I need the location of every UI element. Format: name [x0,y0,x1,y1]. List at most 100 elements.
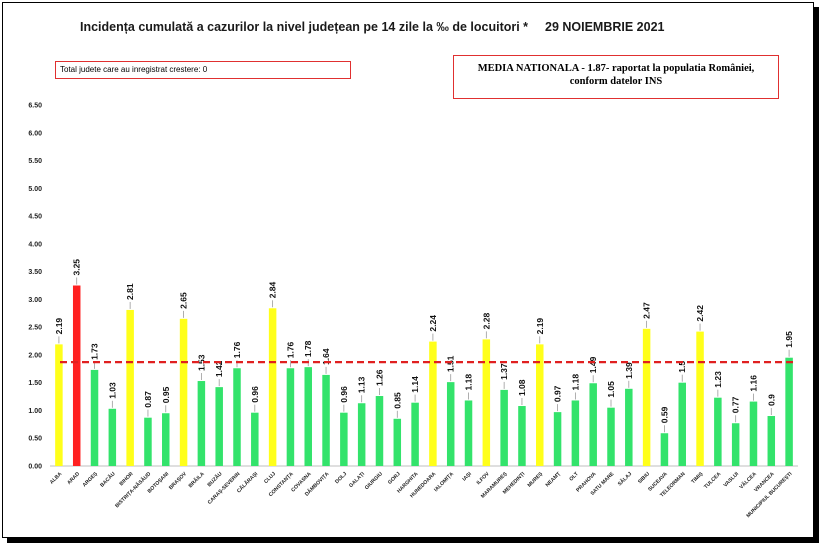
data-label: 1.73 [90,343,100,360]
data-label: 2.28 [481,313,491,330]
data-label: 1.18 [464,374,474,391]
bar [731,423,740,466]
bar [571,400,580,466]
category-label: ARGEȘ [82,471,100,489]
data-label: 0.87 [143,391,153,408]
bar [393,418,402,466]
category-label: TIMIȘ [690,471,704,485]
bar [215,387,223,466]
y-tick-label: 4.00 [28,241,42,248]
bar [660,433,669,466]
bar [322,374,330,466]
category-label: NEAMȚ [545,471,563,489]
data-label: 1.26 [374,369,384,386]
bar [375,396,384,466]
bar [72,285,81,466]
data-label: 3.25 [72,259,82,276]
bar [589,383,597,466]
y-tick-label: 2.50 [28,325,42,332]
data-label: 2.19 [54,318,64,335]
data-label: 1.53 [196,354,206,371]
y-tick-label: 3.50 [28,269,42,276]
bar [411,402,419,466]
category-label: IALOMIȚA [433,471,455,493]
category-label: BUZĂU [206,470,224,488]
bar [90,369,99,466]
data-label: 2.42 [695,305,705,322]
category-label: SĂLAJ [616,470,633,487]
data-label: 1.18 [570,374,580,391]
bar [55,344,63,466]
bar [696,331,704,466]
category-label: DOLJ [334,471,348,485]
category-label: ALBA [49,471,64,486]
data-label: 0.9 [766,394,776,406]
data-label: 0.59 [659,406,669,423]
bar [251,412,259,466]
data-label: 0.95 [161,386,171,403]
bar [749,401,758,466]
bar [197,381,206,466]
data-label: 2.24 [428,315,438,332]
bar [642,328,651,466]
category-label: GIURGIU [364,471,384,491]
y-tick-label: 3.00 [28,297,42,304]
data-label: 0.97 [553,385,563,402]
bar [607,407,615,466]
bar [429,341,437,466]
category-label: GORJ [387,471,402,486]
category-label: MUREȘ [527,471,545,489]
bar [500,389,508,466]
national-average-line2: conform datelor INS [569,76,663,87]
category-label: ILFOV [476,471,491,486]
bar [268,308,277,466]
y-tick-label: 0.50 [28,436,42,443]
data-label: 1.76 [232,341,242,358]
data-label: 1.51 [446,355,456,372]
y-tick-label: 4.50 [28,214,42,221]
bar [464,400,473,466]
data-label: 1.95 [784,331,794,348]
data-label: 1.39 [624,362,634,379]
data-label: 1.76 [285,341,295,358]
data-label: 1.64 [321,348,331,365]
category-label: BIHOR [118,471,134,487]
data-label: 1.78 [303,340,313,357]
y-tick-label: 1.00 [28,408,42,415]
data-label: 0.85 [392,392,402,409]
y-tick-label: 6.50 [28,103,42,110]
bar [340,412,348,466]
increase-counter-label: Total judete care au inregistrat crester… [60,65,208,74]
data-label: 2.47 [642,302,652,319]
data-label: 1.05 [606,381,616,398]
bar [108,408,117,466]
data-label: 2.19 [535,318,545,335]
data-label: 0.77 [731,396,741,413]
y-tick-label: 6.00 [28,130,42,137]
bar [304,367,312,466]
category-label: TULCEA [703,471,722,490]
data-label: 1.42 [214,360,224,377]
bar [286,368,295,466]
data-label: 2.84 [268,281,278,298]
y-tick-label: 1.50 [28,380,42,387]
bar [714,397,722,466]
bar [357,403,366,466]
chart-title: Incidența cumulată a cazurilor la nivel … [80,20,529,34]
bar [767,416,776,466]
y-tick-label: 2.00 [28,352,42,359]
report-date: 29 NOIEMBRIE 2021 [545,20,665,34]
bar [446,382,455,466]
bar [625,388,633,466]
data-label: 1.37 [499,363,509,380]
data-label: 1.5 [677,361,687,373]
category-label: BRĂILA [187,470,206,489]
bar [553,412,562,466]
category-label: CLUJ [263,471,277,485]
category-label: BACĂU [99,470,117,488]
data-label: 1.08 [517,379,527,396]
category-label: IAȘI [462,471,474,483]
bar [162,413,170,466]
increase-counter-box: Total judete care au inregistrat crester… [55,61,351,79]
